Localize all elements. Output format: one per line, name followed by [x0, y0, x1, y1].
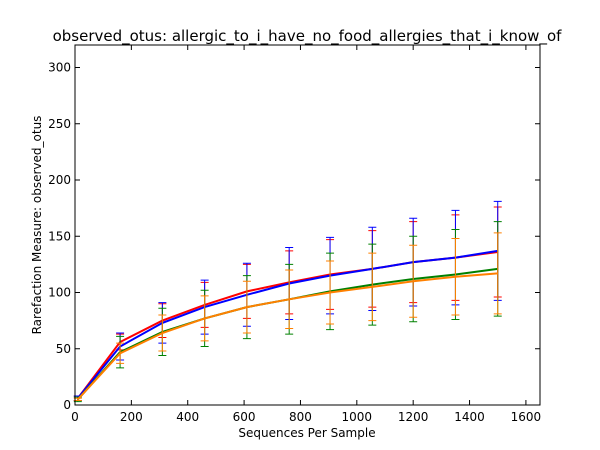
x-tick-label: 400	[176, 410, 199, 424]
x-tick-label: 1200	[398, 410, 429, 424]
x-tick-label: 800	[289, 410, 312, 424]
series-line	[77, 272, 498, 401]
plot-area: 0 200 400 600 800 1000 1200 1400 1600 0 50 100 150 20…	[48, 44, 542, 424]
y-axis-label: Rarefaction Measure: observed_otus	[30, 116, 44, 335]
x-tick-label: 1400	[454, 410, 485, 424]
y-tick-label: 150	[48, 229, 71, 243]
y-tick-label: 0	[63, 398, 71, 412]
x-axis-label: Sequences Per Sample	[238, 426, 375, 440]
x-tick-label: 0	[71, 410, 79, 424]
y-tick-label: 50	[56, 342, 71, 356]
y-tick-label: 200	[48, 173, 71, 187]
x-tick-label: 600	[233, 410, 256, 424]
y-tick-label: 250	[48, 117, 71, 131]
x-tick-label: 200	[120, 410, 143, 424]
x-tick-label: 1000	[342, 410, 373, 424]
y-tick-label: 100	[48, 286, 71, 300]
y-tick-label: 300	[48, 61, 71, 75]
chart-title: observed_otus: allergic_to_i_have_no_foo…	[53, 27, 563, 46]
axes-frame	[74, 44, 541, 406]
x-tick-label: 1600	[511, 410, 542, 424]
